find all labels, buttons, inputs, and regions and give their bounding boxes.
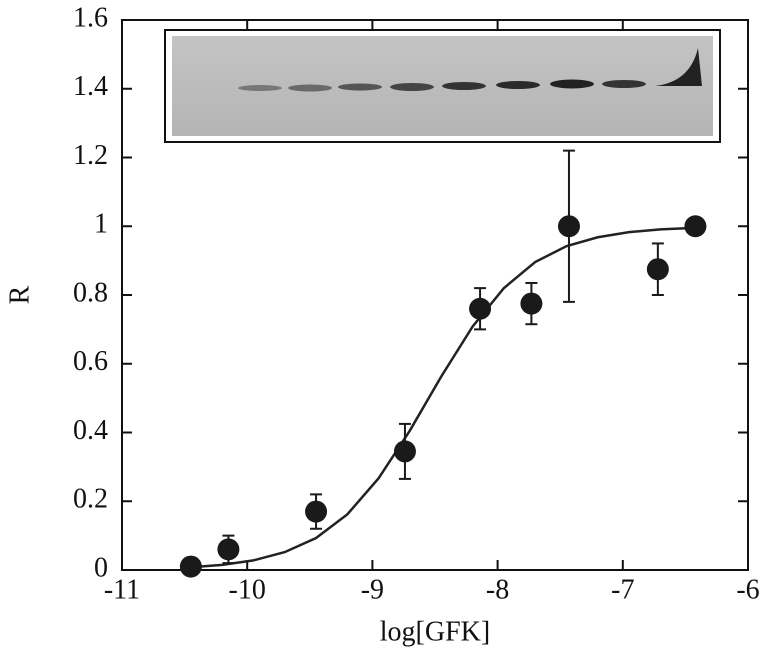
y-tick-label: 0.8 — [73, 277, 108, 308]
data-point — [557, 215, 580, 238]
y-tick-label: 1.6 — [73, 2, 108, 33]
data-point — [684, 215, 707, 238]
y-tick-label: 1.2 — [73, 140, 108, 171]
y-tick-label: 1 — [94, 209, 108, 240]
data-point — [217, 538, 240, 561]
y-tick-label: 0.6 — [73, 346, 108, 377]
x-axis-label: log[GFK] — [380, 616, 490, 647]
gel-inset — [164, 29, 721, 143]
x-tick-label: -6 — [736, 574, 759, 605]
x-tick-label: -8 — [486, 574, 509, 605]
fit-curve — [190, 226, 692, 569]
data-point — [305, 500, 328, 523]
data-point — [179, 555, 202, 578]
data-point — [393, 440, 416, 463]
data-point — [469, 297, 492, 320]
x-tick-label: -7 — [611, 574, 634, 605]
x-tick-label: -9 — [361, 574, 384, 605]
x-tick-label: -11 — [104, 574, 140, 605]
y-axis-label: R — [4, 285, 35, 304]
y-tick-label: 0 — [94, 552, 108, 583]
data-point — [646, 258, 669, 281]
data-point — [520, 292, 543, 315]
y-tick-label: 0.2 — [73, 484, 108, 515]
y-tick-label: 0.4 — [73, 415, 108, 446]
y-tick-label: 1.4 — [73, 71, 108, 102]
x-tick-label: -10 — [229, 574, 266, 605]
